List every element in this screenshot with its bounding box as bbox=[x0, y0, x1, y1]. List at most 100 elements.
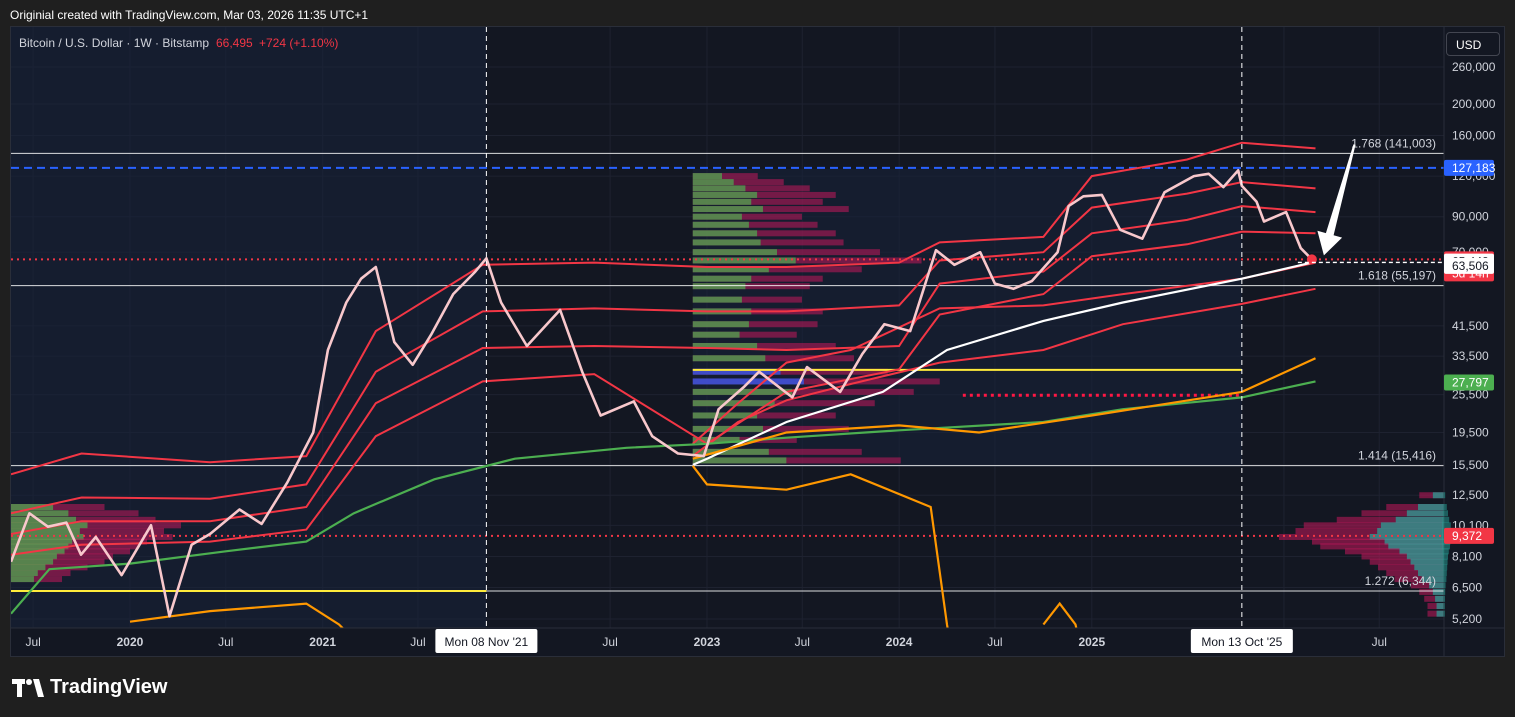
volume-bar bbox=[692, 185, 810, 192]
volume-bar-up bbox=[11, 543, 69, 550]
volume-bar bbox=[692, 239, 844, 246]
volume-bar-up bbox=[692, 448, 769, 455]
brand-name: TradingView bbox=[50, 676, 168, 698]
volume-bar bbox=[1320, 543, 1444, 550]
time-tick-label: Jul bbox=[795, 635, 810, 649]
volume-bar bbox=[692, 368, 888, 375]
volume-bar-up bbox=[692, 206, 763, 213]
volume-bar bbox=[692, 257, 922, 264]
volume-bar-up bbox=[11, 564, 46, 571]
side-profile-bar bbox=[1442, 543, 1450, 550]
time-tick-label: 2025 bbox=[1078, 635, 1105, 649]
volume-bar-up bbox=[11, 553, 57, 560]
volume-bar-up bbox=[1406, 510, 1444, 517]
volume-bar bbox=[1312, 538, 1444, 545]
annotation-arrow bbox=[1317, 144, 1356, 256]
volume-bar bbox=[692, 457, 901, 464]
price-tick-label: 25,500 bbox=[1452, 388, 1489, 402]
volume-bar bbox=[11, 538, 147, 545]
volume-bar-up bbox=[1369, 533, 1444, 540]
side-profile-bar bbox=[1443, 564, 1448, 571]
volume-bar bbox=[692, 388, 914, 395]
volume-bar-up bbox=[692, 266, 769, 273]
time-tick-label: 2020 bbox=[117, 635, 144, 649]
volume-bar bbox=[11, 510, 139, 517]
volume-bar bbox=[692, 412, 836, 419]
time-tick-label: Jul bbox=[602, 635, 617, 649]
chart-attribution: Originial created with TradingView.com, … bbox=[10, 8, 369, 22]
volume-bar bbox=[692, 266, 862, 273]
side-profile-bar bbox=[1443, 610, 1445, 617]
side-profile-bar bbox=[1442, 516, 1450, 523]
price-badge-label: 27,797 bbox=[1452, 375, 1489, 389]
volume-bar bbox=[692, 173, 758, 180]
volume-bar-up bbox=[692, 388, 793, 395]
volume-bar bbox=[692, 378, 940, 385]
volume-bar bbox=[692, 230, 836, 237]
volume-bar bbox=[11, 553, 113, 560]
volume-bar bbox=[692, 296, 802, 303]
volume-bar-up bbox=[692, 331, 740, 338]
volume-bar bbox=[692, 191, 836, 198]
time-tick-label: 2021 bbox=[309, 635, 336, 649]
volume-bar-up bbox=[1429, 582, 1444, 589]
volume-bar-up bbox=[11, 558, 54, 565]
volume-bar-up bbox=[692, 179, 734, 186]
envelope-band bbox=[11, 205, 1316, 535]
chart-frame[interactable]: 1.768 (141,003) 1.618 (55,197) 1.414 (15,4… bbox=[10, 26, 1505, 657]
side-profile-bar bbox=[1443, 576, 1447, 583]
volume-bar bbox=[692, 321, 818, 328]
volume-bar-up bbox=[692, 275, 752, 282]
legend-price: 66,495 bbox=[216, 36, 253, 50]
volume-bar-up bbox=[11, 533, 84, 540]
date-marker-label-bg bbox=[435, 629, 538, 653]
volume-bar bbox=[692, 275, 823, 282]
volume-bar bbox=[1295, 528, 1444, 535]
tradingview-brand[interactable]: TradingView bbox=[12, 676, 167, 699]
legend-change: +724 (+1.10%) bbox=[259, 36, 338, 50]
moving-average-line bbox=[691, 465, 954, 656]
price-badge bbox=[1444, 374, 1494, 391]
volume-bar bbox=[11, 528, 164, 535]
volume-bar bbox=[1378, 564, 1444, 571]
price-chart[interactable]: 1.768 (141,003) 1.618 (55,197) 1.414 (15,4… bbox=[11, 27, 1504, 656]
volume-bar bbox=[692, 249, 880, 256]
volume-bar-up bbox=[1399, 548, 1444, 555]
volume-bar bbox=[692, 355, 854, 362]
volume-bar bbox=[1419, 588, 1444, 595]
volume-bar-up bbox=[692, 198, 752, 205]
volume-bar-up bbox=[1377, 528, 1444, 535]
volume-bar bbox=[1394, 576, 1444, 583]
volume-bar bbox=[692, 221, 818, 228]
volume-bar bbox=[1345, 548, 1444, 555]
volume-bar bbox=[1427, 610, 1444, 617]
price-tick-label: 200,000 bbox=[1452, 97, 1496, 111]
volume-bar bbox=[11, 548, 130, 555]
price-tick-label: 15,500 bbox=[1452, 458, 1489, 472]
volume-bar bbox=[11, 558, 105, 565]
volume-bar bbox=[11, 516, 156, 523]
volume-bar bbox=[1386, 504, 1444, 511]
side-profile-bar bbox=[1443, 558, 1448, 565]
volume-bar bbox=[692, 331, 797, 338]
volume-bar bbox=[692, 283, 810, 290]
date-marker-label-bg bbox=[1190, 629, 1293, 653]
tradingview-logo-icon bbox=[12, 678, 44, 697]
side-profile-bar bbox=[1443, 570, 1447, 577]
volume-bar bbox=[11, 522, 181, 529]
envelope-band bbox=[11, 141, 1316, 476]
volume-bar-up bbox=[11, 570, 38, 577]
legend-symbol: Bitcoin / U.S. Dollar · 1W · Bitstamp bbox=[19, 36, 209, 50]
envelope-band bbox=[692, 287, 1316, 457]
volume-bar-up bbox=[1384, 538, 1444, 545]
volume-bar bbox=[11, 570, 71, 577]
volume-bar bbox=[1386, 570, 1444, 577]
volume-bar-up bbox=[1380, 522, 1444, 529]
currency-button[interactable]: USD bbox=[1446, 32, 1500, 56]
volume-bar-up bbox=[692, 257, 796, 264]
moving-average-line bbox=[11, 380, 1316, 615]
side-profile-bar bbox=[1443, 553, 1448, 560]
price-tick-label: 260,000 bbox=[1452, 60, 1496, 74]
volume-bar-up bbox=[1436, 603, 1444, 610]
volume-bar-up bbox=[1395, 516, 1444, 523]
